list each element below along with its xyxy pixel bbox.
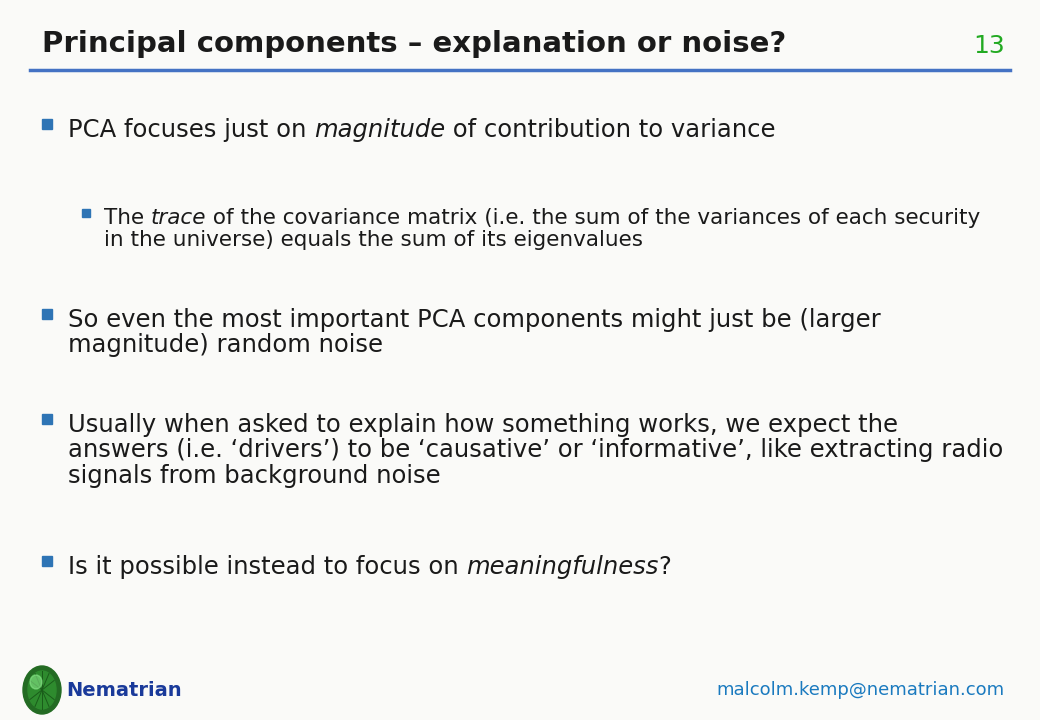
Text: The: The [104, 208, 151, 228]
Text: of the covariance matrix (i.e. the sum of the variances of each security: of the covariance matrix (i.e. the sum o… [207, 208, 981, 228]
Text: Nematrian: Nematrian [66, 680, 182, 700]
Bar [42, 414, 52, 424]
Bar [42, 556, 52, 566]
Text: 13: 13 [973, 34, 1005, 58]
Text: ?: ? [658, 555, 672, 579]
Bar [42, 119, 52, 129]
Text: magnitude: magnitude [314, 118, 445, 142]
Text: PCA focuses just on: PCA focuses just on [68, 118, 314, 142]
Bar [42, 309, 52, 319]
Text: So even the most important PCA components might just be (larger: So even the most important PCA component… [68, 308, 881, 332]
Ellipse shape [30, 675, 42, 689]
Bar [82, 210, 90, 217]
Text: Is it possible instead to focus on: Is it possible instead to focus on [68, 555, 466, 579]
Text: of contribution to variance: of contribution to variance [445, 118, 776, 142]
Text: signals from background noise: signals from background noise [68, 464, 441, 487]
Text: meaningfulness: meaningfulness [466, 555, 658, 579]
Text: malcolm.kemp@nematrian.com: malcolm.kemp@nematrian.com [717, 681, 1005, 699]
Text: Principal components – explanation or noise?: Principal components – explanation or no… [42, 30, 786, 58]
Text: trace: trace [151, 208, 207, 228]
Ellipse shape [23, 666, 61, 714]
Ellipse shape [28, 671, 56, 709]
Text: Usually when asked to explain how something works, we expect the: Usually when asked to explain how someth… [68, 413, 898, 437]
Text: magnitude) random noise: magnitude) random noise [68, 333, 383, 357]
Text: answers (i.e. ‘drivers’) to be ‘causative’ or ‘informative’, like extracting rad: answers (i.e. ‘drivers’) to be ‘causativ… [68, 438, 1004, 462]
Text: in the universe) equals the sum of its eigenvalues: in the universe) equals the sum of its e… [104, 230, 643, 251]
